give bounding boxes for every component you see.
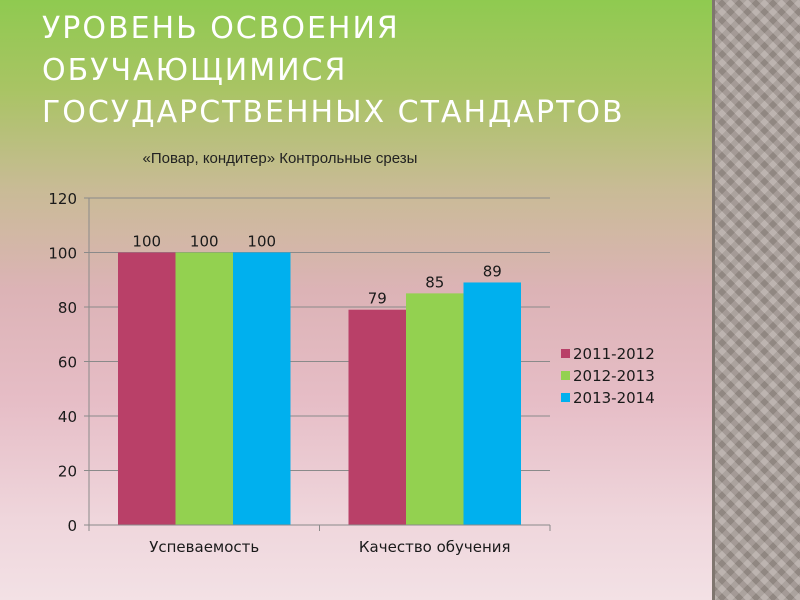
bars: [118, 252, 521, 525]
legend-swatch: [561, 349, 570, 358]
axes: [88, 198, 551, 531]
bar-2012-2013: [406, 293, 464, 525]
decorative-pattern-strip: [712, 0, 800, 600]
legend-label: 2012-2013: [573, 367, 655, 385]
data-label: 100: [190, 233, 219, 251]
slide-title: Уровень освоения обучающимися государств…: [42, 11, 625, 130]
data-label: 89: [483, 262, 502, 280]
y-tick-label: 0: [67, 517, 77, 535]
legend: 2011-2012 2012-2013 2013-2014: [561, 345, 655, 407]
bar-2011-2012: [348, 309, 406, 525]
data-label: 100: [247, 233, 276, 251]
data-label: 85: [425, 273, 444, 291]
legend-swatch: [561, 393, 570, 402]
legend-label: 2011-2012: [573, 345, 655, 363]
bar-2012-2013: [175, 252, 233, 525]
x-tick-label: Успеваемость: [149, 538, 259, 556]
y-tick-label: 60: [58, 354, 77, 372]
y-tick-label: 20: [58, 463, 77, 481]
y-tick-label: 80: [58, 299, 77, 317]
data-label: 100: [132, 233, 161, 251]
legend-label: 2013-2014: [573, 389, 655, 407]
pattern-strip-edge: [712, 0, 715, 600]
x-tick-label: Качество обучения: [359, 538, 511, 556]
legend-swatch: [561, 371, 570, 380]
bar-2013-2014: [233, 252, 291, 525]
x-axis-tick-labels: Успеваемость Качество обучения: [149, 538, 510, 556]
y-axis-tick-labels: 0 20 40 60 80 100 120: [48, 190, 77, 535]
chart-subtitle: «Повар, кондитер» Контрольные срезы: [142, 150, 418, 167]
y-tick-label: 100: [48, 245, 77, 263]
bar-2013-2014: [463, 282, 521, 525]
y-tick-label: 120: [48, 190, 77, 208]
y-tick-label: 40: [58, 408, 77, 426]
data-labels: 100 100 100 79 85 89: [132, 233, 501, 308]
data-label: 79: [368, 290, 387, 308]
bar-2011-2012: [118, 252, 176, 525]
